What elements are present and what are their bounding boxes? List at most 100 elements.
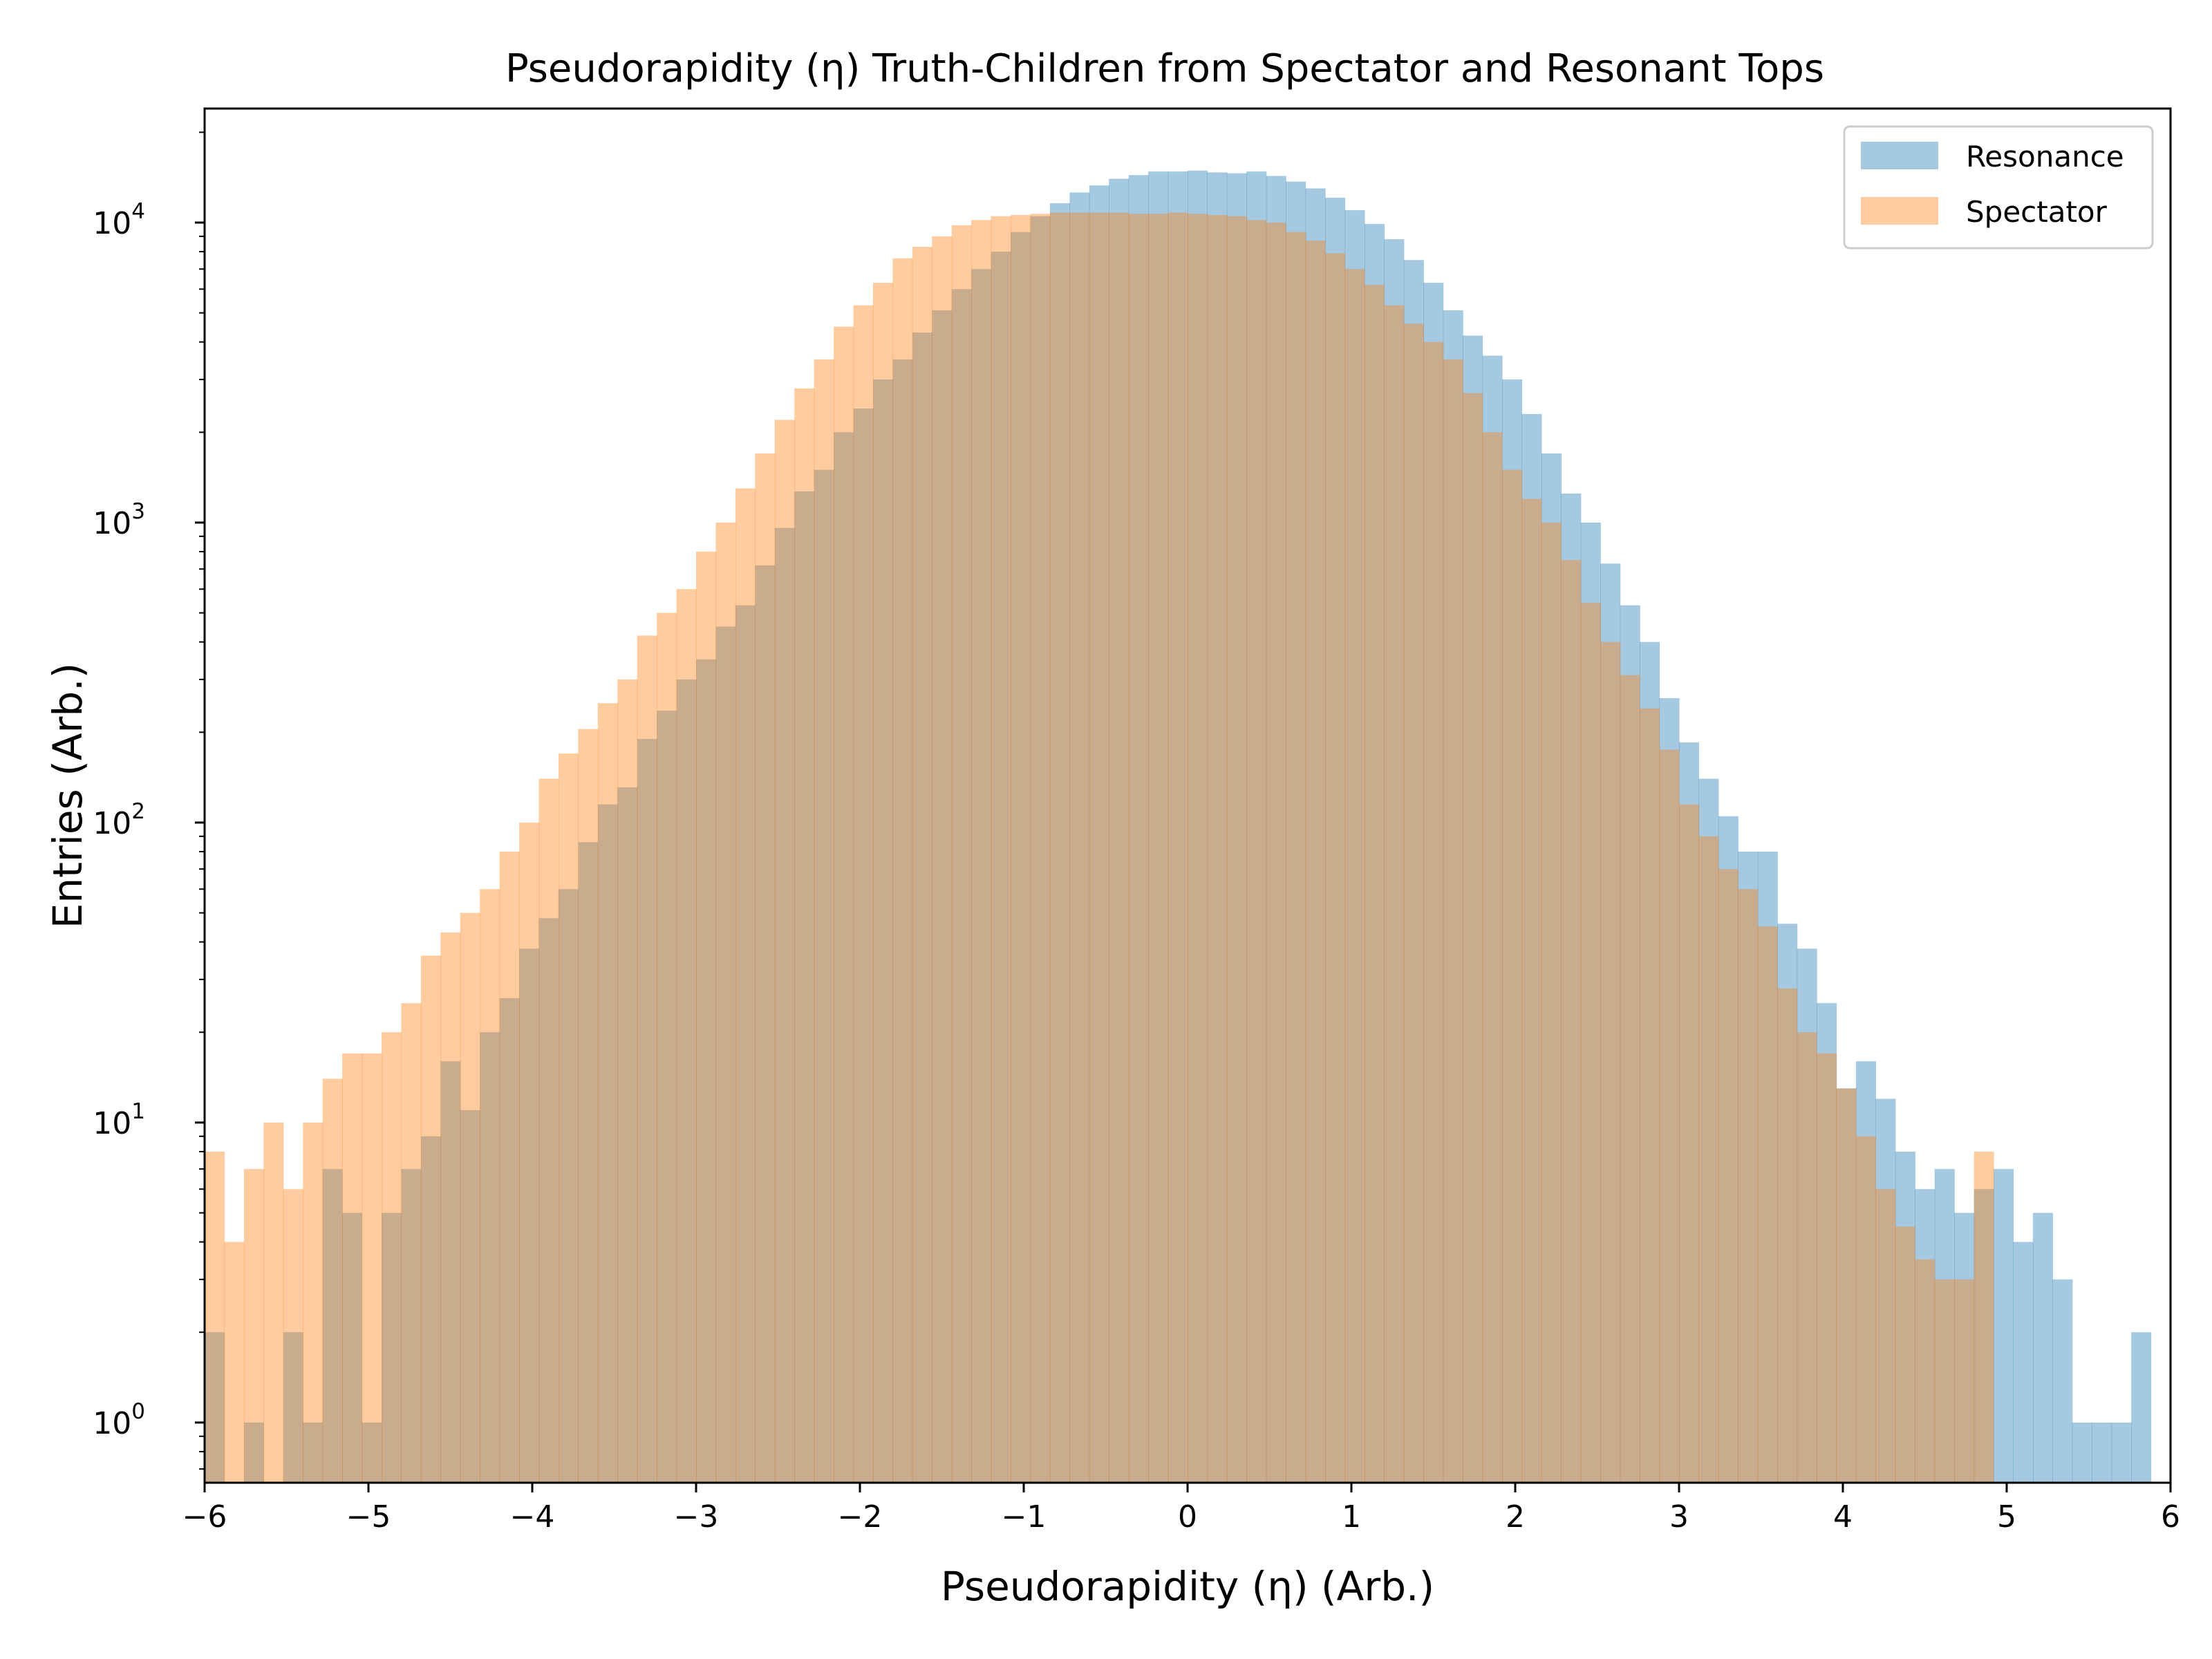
bar-spectator: [1915, 1259, 1936, 1483]
bar-spectator: [1423, 341, 1444, 1483]
bar-resonance: [342, 1212, 363, 1483]
bar-spectator: [814, 359, 834, 1483]
bar-spectator: [381, 1032, 402, 1483]
bar-spectator: [755, 453, 776, 1483]
bar-resonance: [1738, 852, 1759, 1483]
bar-spectator: [1875, 1189, 1896, 1483]
bar-spectator: [519, 822, 540, 1483]
bar-spectator: [440, 932, 461, 1483]
bar-resonance: [637, 738, 657, 1483]
bar-spectator: [1207, 215, 1228, 1483]
bar-spectator: [1757, 926, 1778, 1483]
bar-resonance: [2052, 1279, 2073, 1483]
bar-spectator: [1069, 212, 1090, 1483]
bar-resonance: [696, 659, 717, 1483]
bar-spectator: [1128, 214, 1149, 1483]
bar-spectator: [1541, 522, 1562, 1483]
bar-resonance: [1934, 1169, 1955, 1483]
x-tick-label: 5: [1997, 1499, 2016, 1535]
bar-resonance: [440, 1061, 461, 1483]
bar-resonance: [1994, 1169, 2014, 1483]
bar-resonance: [1128, 175, 1149, 1483]
bar-resonance: [2092, 1422, 2112, 1483]
bar-spectator: [794, 388, 815, 1483]
x-tick-label: 2: [1506, 1499, 1525, 1535]
legend-swatch-resonance: [1861, 142, 1938, 169]
bar-resonance: [1049, 203, 1070, 1483]
bar-spectator: [1836, 1088, 1857, 1483]
bar-resonance: [2131, 1332, 2152, 1483]
bar-resonance: [617, 787, 638, 1483]
bar-resonance: [460, 1109, 480, 1483]
bar-resonance: [1718, 816, 1738, 1483]
x-tick-label: −6: [182, 1499, 227, 1535]
bar-spectator: [1168, 212, 1188, 1483]
bar-spectator: [1030, 214, 1051, 1483]
bar-resonance: [755, 565, 776, 1483]
x-tick-label: 4: [1833, 1499, 1853, 1535]
bar-resonance: [1266, 176, 1286, 1483]
bar-resonance: [1954, 1212, 1975, 1483]
bar-spectator: [951, 225, 972, 1483]
bar-resonance: [1482, 355, 1503, 1483]
bar-resonance: [735, 605, 756, 1483]
bar-spectator: [1109, 212, 1130, 1483]
bar-spectator: [1777, 988, 1798, 1483]
bar-resonance: [322, 1169, 343, 1483]
bar-resonance: [1915, 1189, 1936, 1483]
bar-spectator: [1934, 1279, 1955, 1483]
x-tick-label: −5: [346, 1499, 391, 1535]
bar-resonance: [1246, 171, 1267, 1483]
bar-spectator: [853, 305, 874, 1483]
bar-resonance: [1855, 1061, 1876, 1483]
x-axis: −6 −5 −4 −3 −2 −1 0 1 2 3 4 5 6: [182, 1483, 2180, 1535]
bar-spectator: [243, 1169, 264, 1483]
bar-resonance: [283, 1332, 303, 1483]
bar-resonance: [1679, 742, 1700, 1483]
bar-resonance: [1777, 924, 1798, 1483]
bar-spectator: [1718, 869, 1738, 1483]
bar-spectator: [1463, 393, 1483, 1483]
bar-resonance: [1836, 1088, 1857, 1483]
legend-swatch-spectator: [1861, 197, 1938, 225]
bar-resonance: [538, 918, 559, 1483]
bar-resonance: [892, 359, 913, 1483]
x-tick-label: −1: [1002, 1499, 1047, 1535]
bar-spectator: [401, 1003, 422, 1483]
bar-spectator: [735, 488, 756, 1483]
bar-resonance: [1403, 260, 1424, 1483]
plot-area: [205, 170, 2152, 1483]
bar-resonance: [2072, 1422, 2092, 1483]
bar-spectator: [932, 236, 953, 1483]
bar-resonance: [1226, 173, 1247, 1483]
bar-spectator: [1344, 269, 1365, 1483]
bar-resonance: [597, 804, 618, 1483]
bar-spectator: [1659, 749, 1680, 1483]
bar-spectator: [362, 1053, 382, 1483]
bar-spectator: [1364, 285, 1385, 1483]
y-axis: 100 101 102 103 104: [93, 131, 205, 1470]
bar-resonance: [1364, 223, 1385, 1483]
bar-spectator: [1188, 214, 1208, 1483]
bar-resonance: [1011, 232, 1031, 1483]
bar-resonance: [991, 252, 1011, 1483]
bar-spectator: [1698, 836, 1719, 1483]
bar-spectator: [696, 552, 717, 1483]
bar-resonance: [1620, 605, 1640, 1483]
bar-resonance: [1384, 239, 1405, 1483]
x-tick-label: −3: [674, 1499, 719, 1535]
bar-resonance: [872, 379, 893, 1483]
bar-resonance: [1030, 216, 1051, 1483]
x-tick-label: 3: [1669, 1499, 1689, 1535]
bar-resonance: [1600, 563, 1621, 1483]
bar-resonance: [1817, 1003, 1837, 1483]
bar-spectator: [1974, 1152, 1994, 1483]
bar-resonance: [243, 1422, 264, 1483]
bar-resonance: [971, 269, 992, 1483]
bar-resonance: [558, 889, 579, 1483]
x-tick-label: −4: [510, 1499, 555, 1535]
bar-resonance: [1659, 697, 1680, 1483]
bar-spectator: [283, 1189, 303, 1483]
x-axis-label: Pseudorapidity (η) (Arb.): [941, 1563, 1434, 1610]
bar-resonance: [657, 711, 677, 1483]
